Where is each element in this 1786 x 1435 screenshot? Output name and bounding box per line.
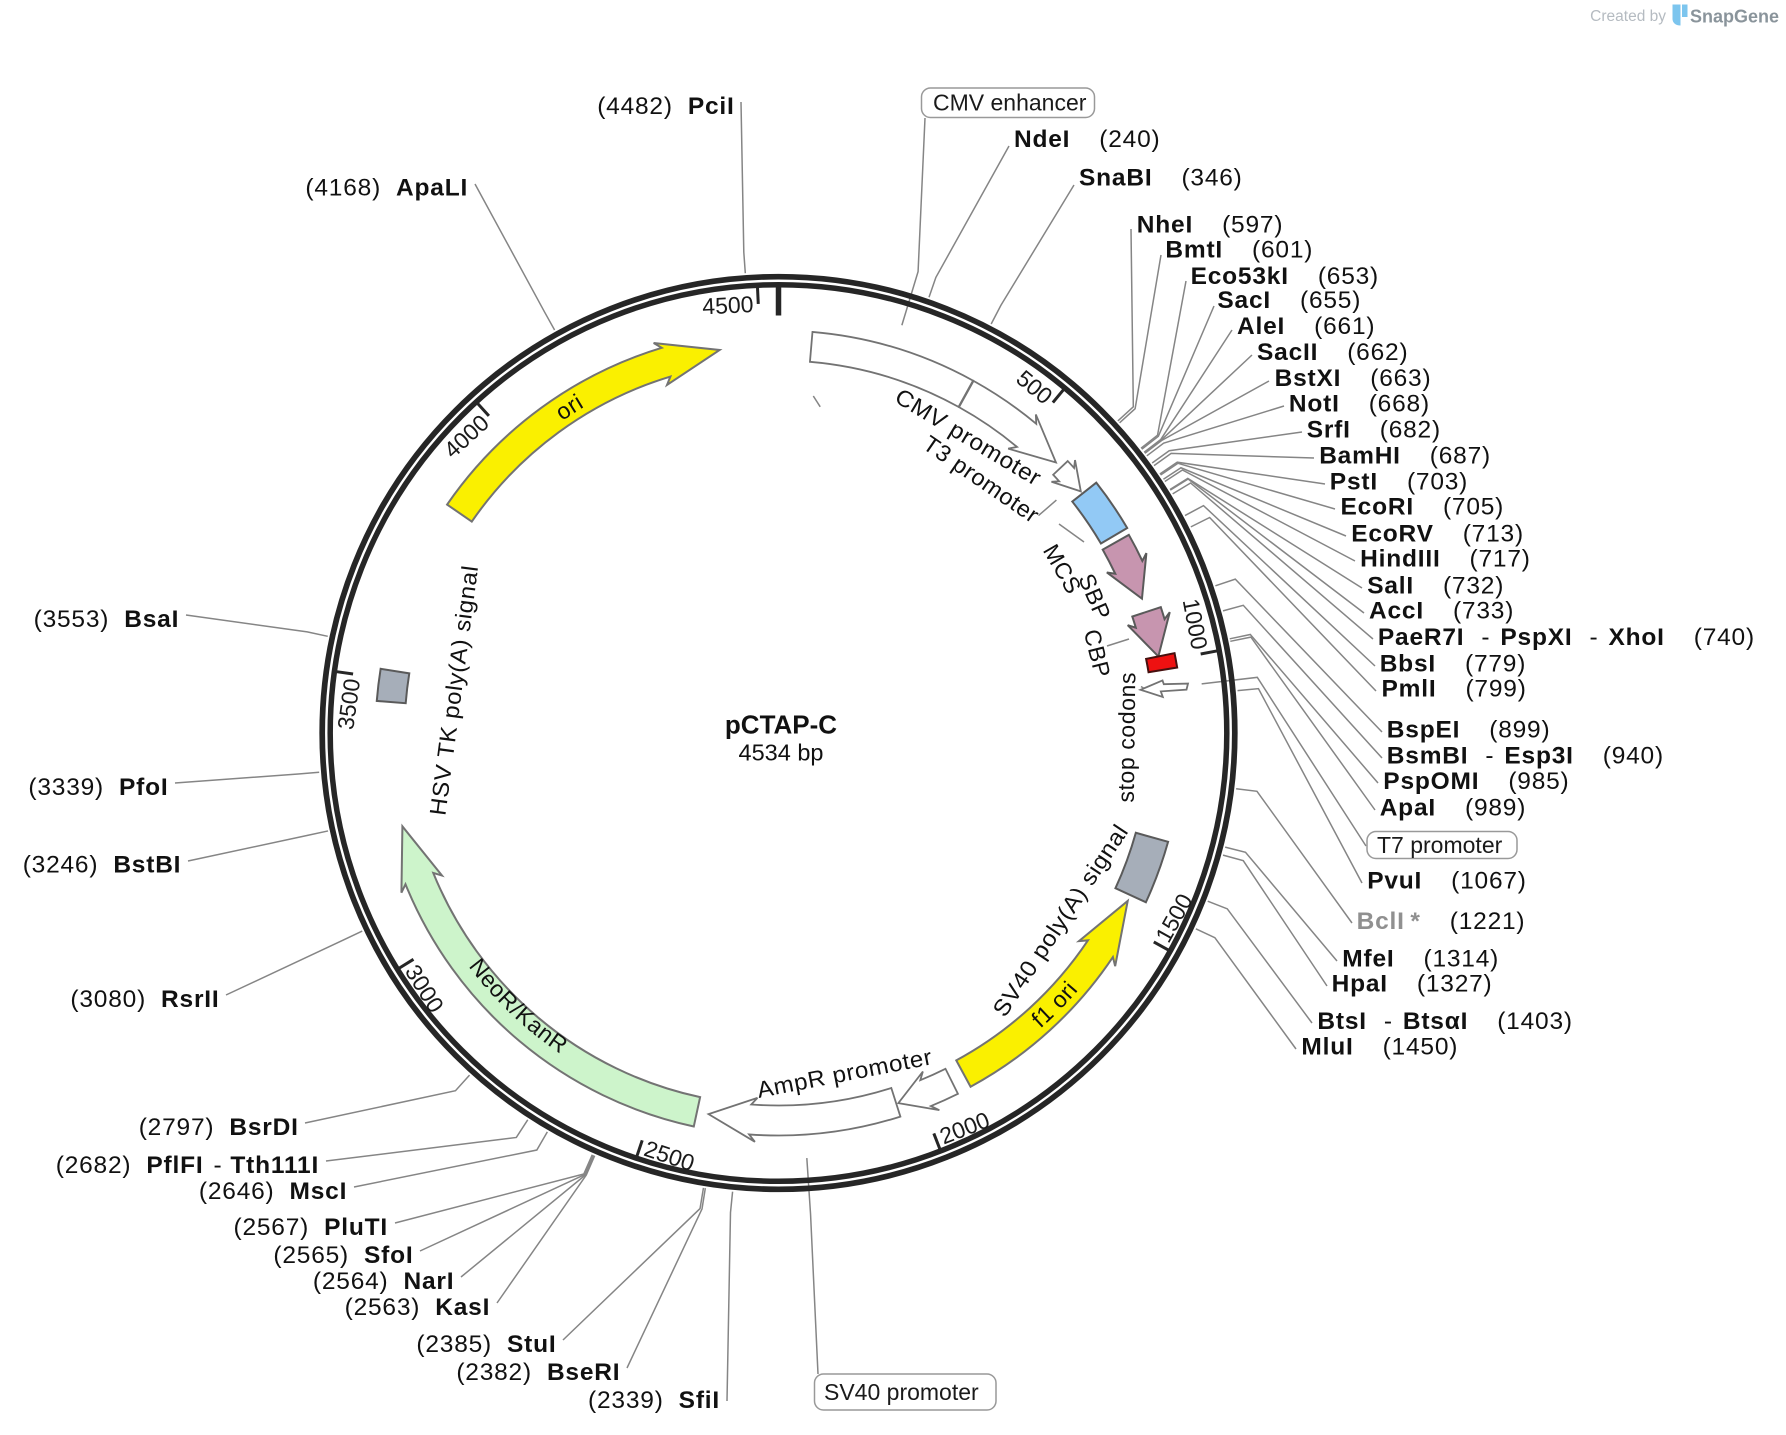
svg-text:HindIII(717): HindIII (717) xyxy=(1360,546,1531,573)
svg-text:BspEI(899): BspEI (899) xyxy=(1387,717,1551,744)
svg-text:NotI(668): NotI (668) xyxy=(1289,391,1430,418)
svg-text:AccI(733): AccI (733) xyxy=(1369,598,1514,625)
svg-text:(2567)PluTI: (2567) PluTI xyxy=(233,1214,388,1241)
svg-text:(2385)StuI: (2385) StuI xyxy=(416,1331,556,1358)
svg-text:(4168)ApaLI: (4168) ApaLI xyxy=(305,175,468,202)
svg-text:SV40 promoter: SV40 promoter xyxy=(824,1379,979,1405)
svg-text:Eco53kI(653): Eco53kI (653) xyxy=(1191,263,1379,290)
svg-text:(2646)MscI: (2646) MscI xyxy=(199,1178,347,1205)
svg-text:PmlI(799): PmlI (799) xyxy=(1382,676,1527,703)
svg-text:PaeR7I-PspXI-XhoI(740): PaeR7I - PspXI - XhoI (740) xyxy=(1378,624,1755,651)
svg-text:(3339)PfoI: (3339) PfoI xyxy=(28,774,168,801)
svg-text:SrfI(682): SrfI (682) xyxy=(1307,417,1441,444)
svg-text:4500: 4500 xyxy=(702,291,754,319)
svg-text:SacI(655): SacI (655) xyxy=(1217,287,1361,314)
svg-text:(2339)SfiI: (2339) SfiI xyxy=(588,1387,720,1414)
svg-text:PspOMI(985): PspOMI (985) xyxy=(1383,768,1569,795)
svg-text:BclI *(1221): BclI * (1221) xyxy=(1357,908,1526,935)
svg-text:(4482)PciI: (4482) PciI xyxy=(597,93,734,120)
svg-text:BstXI(663): BstXI (663) xyxy=(1275,365,1432,392)
svg-text:BmtI(601): BmtI (601) xyxy=(1165,237,1313,264)
svg-text:BbsI(779): BbsI (779) xyxy=(1380,651,1527,678)
svg-text:EcoRI(705): EcoRI (705) xyxy=(1341,494,1505,521)
svg-text:(2563)KasI: (2563) KasI xyxy=(345,1294,491,1321)
svg-text:(2564)NarI: (2564) NarI xyxy=(313,1268,455,1295)
svg-text:BtsI-BtsαI(1403): BtsI - BtsαI (1403) xyxy=(1317,1008,1572,1035)
svg-text:HpaI(1327): HpaI (1327) xyxy=(1332,971,1493,998)
svg-text:SalI(732): SalI (732) xyxy=(1367,573,1504,600)
svg-text:(3553)BsaI: (3553) BsaI xyxy=(34,606,180,633)
svg-text:PstI(703): PstI (703) xyxy=(1330,469,1468,496)
svg-text:CMV enhancer: CMV enhancer xyxy=(933,90,1087,116)
svg-text:(2682)PflFI-Tth111I: (2682) PflFI - Tth111I xyxy=(56,1152,319,1179)
svg-text:AleI(661): AleI (661) xyxy=(1237,313,1375,340)
svg-text:(2797)BsrDI: (2797) BsrDI xyxy=(139,1114,299,1141)
svg-text:Created by: Created by xyxy=(1590,8,1666,25)
svg-text:MfeI(1314): MfeI (1314) xyxy=(1342,946,1499,973)
svg-text:PvuI(1067): PvuI (1067) xyxy=(1367,868,1527,895)
svg-text:pCTAP-C: pCTAP-C xyxy=(725,710,837,740)
svg-text:ApaI(989): ApaI (989) xyxy=(1380,795,1527,822)
svg-text:MluI(1450): MluI (1450) xyxy=(1301,1034,1458,1061)
svg-text:BamHI(687): BamHI (687) xyxy=(1319,443,1491,470)
svg-text:SnaBI(346): SnaBI (346) xyxy=(1079,165,1243,192)
svg-text:NdeI(240): NdeI (240) xyxy=(1014,126,1161,153)
svg-text:NheI(597): NheI (597) xyxy=(1137,212,1284,239)
svg-text:SacII(662): SacII (662) xyxy=(1257,339,1408,366)
svg-text:EcoRV(713): EcoRV (713) xyxy=(1351,521,1524,548)
svg-text:T7 promoter: T7 promoter xyxy=(1377,832,1503,858)
svg-text:(2565)SfoI: (2565) SfoI xyxy=(273,1242,413,1269)
svg-text:(3080)RsrII: (3080) RsrII xyxy=(70,986,219,1013)
svg-text:SnapGene: SnapGene xyxy=(1690,7,1779,27)
svg-text:stop codons: stop codons xyxy=(1113,672,1141,803)
svg-text:(2382)BseRI: (2382) BseRI xyxy=(456,1359,620,1386)
svg-text:(3246)BstBI: (3246) BstBI xyxy=(23,852,182,879)
svg-text:4534 bp: 4534 bp xyxy=(739,740,824,766)
svg-text:BsmBI-Esp3I(940): BsmBI - Esp3I (940) xyxy=(1387,743,1664,770)
